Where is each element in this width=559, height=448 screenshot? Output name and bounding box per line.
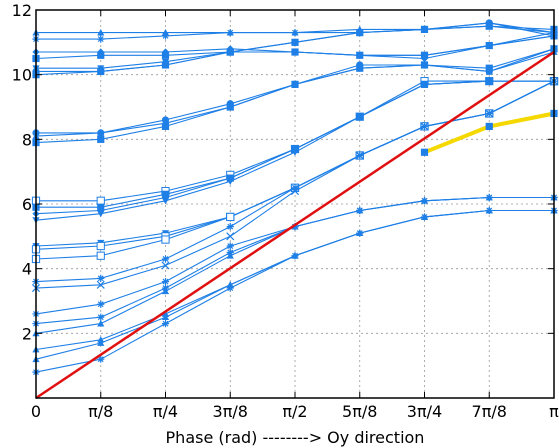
data-point	[356, 64, 364, 72]
data-point	[97, 313, 105, 321]
y-tick-label: 12	[12, 1, 32, 20]
data-point	[97, 51, 105, 59]
data-point	[96, 241, 105, 251]
data-point	[97, 320, 105, 327]
x-tick-label: 3π/4	[407, 402, 442, 421]
y-tick-label: 8	[22, 130, 32, 149]
data-point	[161, 278, 170, 286]
data-point	[485, 42, 493, 50]
data-point	[96, 196, 105, 205]
data-point	[226, 223, 234, 231]
data-point	[161, 313, 170, 321]
data-point	[226, 232, 235, 241]
x-axis-title: Phase (rad) --------> Oy direction	[166, 428, 425, 447]
data-point	[420, 52, 429, 59]
x-tick-label: π	[549, 402, 559, 421]
data-point	[97, 274, 105, 282]
data-point	[226, 178, 234, 185]
data-point	[161, 320, 170, 328]
x-tick-label: π/2	[282, 402, 307, 421]
data-point	[97, 355, 105, 363]
series-lines	[31, 19, 559, 400]
data-point	[356, 229, 364, 237]
data-point	[420, 81, 429, 88]
y-tick-label: 2	[22, 324, 32, 343]
series-26	[35, 50, 555, 400]
series-6	[32, 22, 558, 79]
data-point	[420, 25, 429, 33]
x-tick-label: 5π/8	[342, 402, 377, 421]
data-point	[161, 51, 170, 59]
data-point	[226, 212, 235, 222]
data-point	[420, 122, 429, 131]
data-point	[96, 251, 105, 260]
data-point	[291, 49, 299, 56]
x-tick-label: π/8	[88, 402, 113, 421]
data-point	[226, 284, 234, 292]
data-point	[161, 61, 170, 69]
data-point	[161, 255, 170, 263]
series-line	[35, 51, 555, 137]
data-point	[96, 280, 105, 289]
x-tick-label: 3π/8	[213, 402, 248, 421]
data-point	[97, 339, 105, 346]
data-point	[161, 122, 170, 130]
tick-marks	[35, 9, 555, 398]
data-point	[161, 197, 170, 205]
data-point	[161, 287, 170, 295]
data-point	[97, 67, 105, 76]
data-point	[161, 32, 170, 40]
data-point	[485, 122, 493, 130]
data-point	[356, 29, 364, 37]
data-point	[291, 145, 299, 153]
data-point	[420, 148, 429, 156]
x-tick-label: 7π/8	[472, 402, 507, 421]
data-point	[485, 206, 493, 215]
data-point	[291, 184, 299, 192]
data-point	[291, 38, 299, 46]
y-tick-label: 6	[22, 195, 32, 214]
data-point	[356, 52, 364, 59]
data-point	[485, 109, 494, 118]
data-point	[420, 197, 429, 204]
data-point	[161, 235, 170, 244]
data-point	[226, 29, 234, 37]
data-point	[356, 113, 364, 121]
data-point	[226, 242, 234, 250]
data-point	[226, 48, 234, 56]
data-point	[97, 29, 105, 36]
y-tick-label: 10	[12, 66, 32, 85]
data-point	[291, 252, 299, 260]
data-point	[291, 80, 299, 88]
data-point	[97, 135, 105, 143]
data-point	[97, 129, 105, 136]
data-point	[97, 300, 105, 308]
tick-labels: 0 π/8 π/4 3π/8 π/2 5π/8 3π/4 7π/8 π 2 4 6 8 10 12	[12, 1, 559, 421]
data-point	[97, 210, 105, 218]
data-point	[420, 61, 429, 69]
y-tick-label: 4	[22, 260, 32, 279]
x-tick-label: 0	[31, 402, 41, 421]
series-line	[35, 50, 555, 400]
data-point	[97, 35, 105, 43]
data-point	[485, 193, 493, 201]
data-point	[355, 151, 364, 160]
data-point	[356, 206, 364, 214]
data-point	[485, 22, 493, 30]
data-point	[226, 103, 234, 111]
grid-lines	[36, 10, 554, 398]
data-point	[485, 64, 493, 72]
data-point	[291, 149, 299, 156]
data-point	[226, 252, 234, 259]
data-point	[420, 213, 429, 221]
data-point	[485, 78, 493, 85]
data-point	[161, 261, 170, 270]
x-tick-label: π/4	[153, 402, 178, 421]
data-point	[290, 187, 300, 196]
data-point	[291, 29, 299, 37]
